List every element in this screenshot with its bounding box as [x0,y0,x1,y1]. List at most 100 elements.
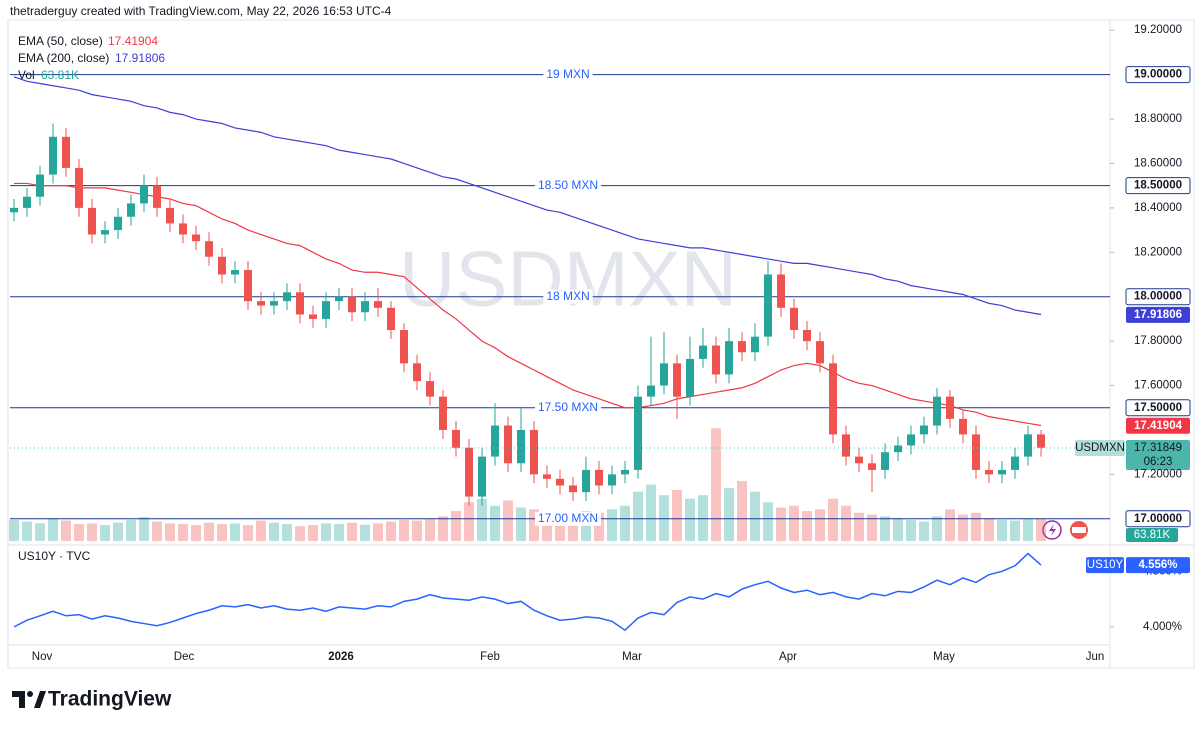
ema-badge-bg [1126,417,1190,434]
y-tick-label: 18.80000 [1134,113,1182,125]
candle-body [88,207,96,235]
legend-name: EMA (50, close) [18,34,103,48]
candle-body [556,478,564,486]
candle-body [49,136,57,175]
volume-bar [490,505,500,541]
volume-bar [74,524,84,541]
volume-bar [841,505,851,541]
level-badge: 17.00000 [1134,513,1182,525]
volume-bar [672,489,682,541]
volume-bar [22,521,32,541]
volume-bar [386,521,396,541]
volume-badge-bg [1126,528,1178,542]
volume-bar [399,519,409,541]
candle-body [361,301,369,313]
volume-bar [633,491,643,541]
last-badge: 4.556% [1138,559,1177,571]
volume-bar [217,524,227,541]
last-price: 17.31849 [1134,442,1182,454]
volume-bar [152,521,162,541]
candle-body [335,296,343,302]
level-label-bg [534,511,602,526]
candle-body [894,445,902,453]
level-badge-bg [1125,288,1191,306]
candle-body [192,234,200,242]
candle-body [478,456,486,497]
volume-bar [984,518,994,541]
candle-body [933,396,941,426]
level-label: 18 MXN [546,289,589,303]
x-tick-label: Feb [480,651,500,663]
legend-name: EMA (200, close) [18,51,109,65]
candle-body [621,469,629,475]
volume-bar [165,523,175,541]
level-badge: 17.50000 [1134,402,1182,414]
volume-bar [763,502,773,541]
candle-body [62,136,70,168]
x-tick-label: Mar [622,651,642,663]
volume-bar [958,514,968,541]
level-badge-bg [1125,177,1191,195]
name-badge-bg [1086,557,1124,574]
pane-title: US10Y · TVC [18,549,91,563]
level-badge-bg [1125,399,1191,417]
candle-body [452,429,460,448]
volume-bar [867,514,877,541]
volume-bar [321,523,331,541]
frame [7,19,1195,669]
ema-badge-bg [1126,306,1190,323]
candle-body [582,469,590,493]
candle-body [829,363,837,435]
volume-bar [620,505,630,541]
candle-body [296,292,304,315]
candle-body [1011,456,1019,470]
volume-bar [945,509,955,541]
candle-body [36,174,44,197]
symbol-label-bg [1075,440,1125,457]
volume-bar [1023,519,1033,541]
volume-bar [1010,520,1020,541]
candle-body [634,396,642,470]
volume-bar [126,519,136,541]
x-tick-label: Dec [174,651,195,663]
candle-body [179,223,187,235]
volume-bar [802,511,812,541]
legend-name: Vol [18,68,35,82]
volume-bar [854,512,864,541]
candle-body [218,256,226,275]
last-price-bg [1126,440,1190,471]
candle-body [959,418,967,435]
volume-bar [685,498,695,541]
x-tick-label: Nov [32,651,53,663]
level-label-bg [543,67,593,82]
candle-body [764,274,772,337]
ema-badge: 17.41904 [1134,420,1183,432]
ema-badge: 17.91806 [1134,309,1182,321]
volume-bar [646,484,656,541]
candle-body [673,363,681,397]
candle-body [660,363,668,386]
volume-bar [737,481,747,541]
candle-body [803,330,811,342]
y-tick-label: 18.20000 [1134,246,1182,258]
candle-body [816,341,824,364]
candle-body [465,447,473,497]
credit: thetraderguy created with TradingView.co… [10,4,392,18]
volume-bar [555,514,565,541]
candle-body [504,425,512,464]
candle-body [75,167,83,208]
countdown: 06:23 [1144,456,1173,468]
ema-line [14,182,1042,427]
level-badge-bg [1125,510,1191,528]
volume-bar [425,519,435,541]
candle-body [413,363,421,382]
volume-bar [659,495,669,541]
volume-bar [243,525,253,541]
volume-bar [295,526,305,541]
volume-bar [516,507,526,541]
candle-body [348,296,356,313]
volume-bar [828,498,838,541]
level-label: 18.50 MXN [538,178,598,192]
candle-body [101,230,109,235]
volume-bar [178,524,188,541]
